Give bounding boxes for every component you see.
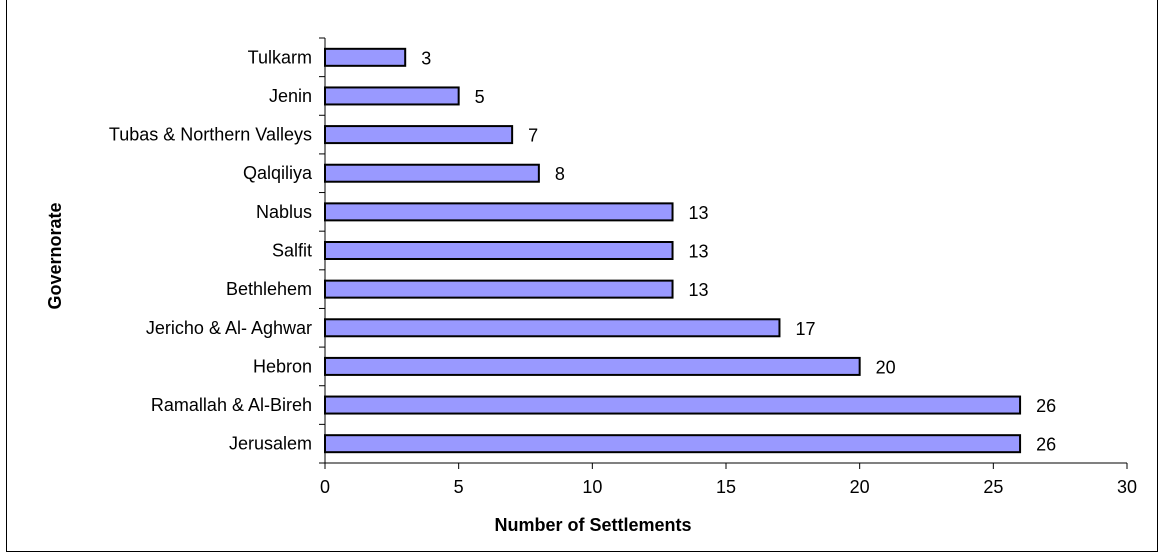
x-axis-title: Number of Settlements bbox=[494, 515, 691, 535]
x-ticks-group: 0 5 10 15 20 25 30 bbox=[320, 463, 1137, 497]
bar bbox=[324, 86, 460, 106]
data-label: 13 bbox=[689, 242, 709, 262]
bar bbox=[324, 318, 781, 338]
category-label: Qalqiliya bbox=[243, 163, 313, 183]
data-label: 26 bbox=[1036, 396, 1056, 416]
category-label: Jenin bbox=[269, 86, 312, 106]
category-label: Tulkarm bbox=[248, 47, 312, 67]
data-label: 26 bbox=[1036, 435, 1056, 455]
category-label: Jericho & Al- Aghwar bbox=[146, 318, 312, 338]
data-label: 20 bbox=[876, 357, 896, 377]
x-tick-label: 30 bbox=[1117, 477, 1137, 497]
data-label: 8 bbox=[555, 164, 565, 184]
bar bbox=[324, 434, 1022, 454]
data-label: 17 bbox=[795, 319, 815, 339]
data-label: 7 bbox=[528, 126, 538, 146]
bar bbox=[324, 163, 540, 183]
bar bbox=[324, 47, 407, 67]
data-label: 5 bbox=[475, 87, 485, 107]
x-tick-label: 10 bbox=[582, 477, 602, 497]
bars-group bbox=[324, 47, 1022, 454]
bar bbox=[324, 202, 674, 222]
category-label: Bethlehem bbox=[226, 279, 312, 299]
bar bbox=[324, 356, 861, 376]
category-label: Tubas & Northern Valleys bbox=[109, 125, 312, 145]
category-label: Nablus bbox=[256, 202, 312, 222]
x-tick-label: 15 bbox=[716, 477, 736, 497]
y-ticks-group bbox=[319, 37, 325, 464]
bar bbox=[324, 395, 1022, 415]
category-labels-group: Tulkarm Jenin Tubas & Northern Valleys Qalq… bbox=[109, 47, 313, 453]
data-label: 13 bbox=[689, 203, 709, 223]
category-label: Ramallah & Al-Bireh bbox=[151, 395, 312, 415]
x-tick-label: 0 bbox=[320, 477, 330, 497]
x-tick-label: 20 bbox=[850, 477, 870, 497]
x-tick-label: 5 bbox=[454, 477, 464, 497]
bar bbox=[324, 241, 674, 260]
x-tick-label: 25 bbox=[983, 477, 1003, 497]
bar bbox=[324, 125, 514, 145]
bar bbox=[324, 279, 674, 299]
category-label: Jerusalem bbox=[229, 434, 312, 454]
data-label: 3 bbox=[421, 48, 431, 68]
data-labels-group: 3 5 78 13 13 13 17 20 26 26 bbox=[421, 48, 1056, 454]
y-axis-title: Governorate bbox=[45, 202, 65, 309]
data-label: 13 bbox=[689, 280, 709, 300]
chart-frame bbox=[6, 0, 1158, 552]
category-label: Hebron bbox=[253, 356, 312, 376]
category-label: Salfit bbox=[272, 241, 312, 261]
